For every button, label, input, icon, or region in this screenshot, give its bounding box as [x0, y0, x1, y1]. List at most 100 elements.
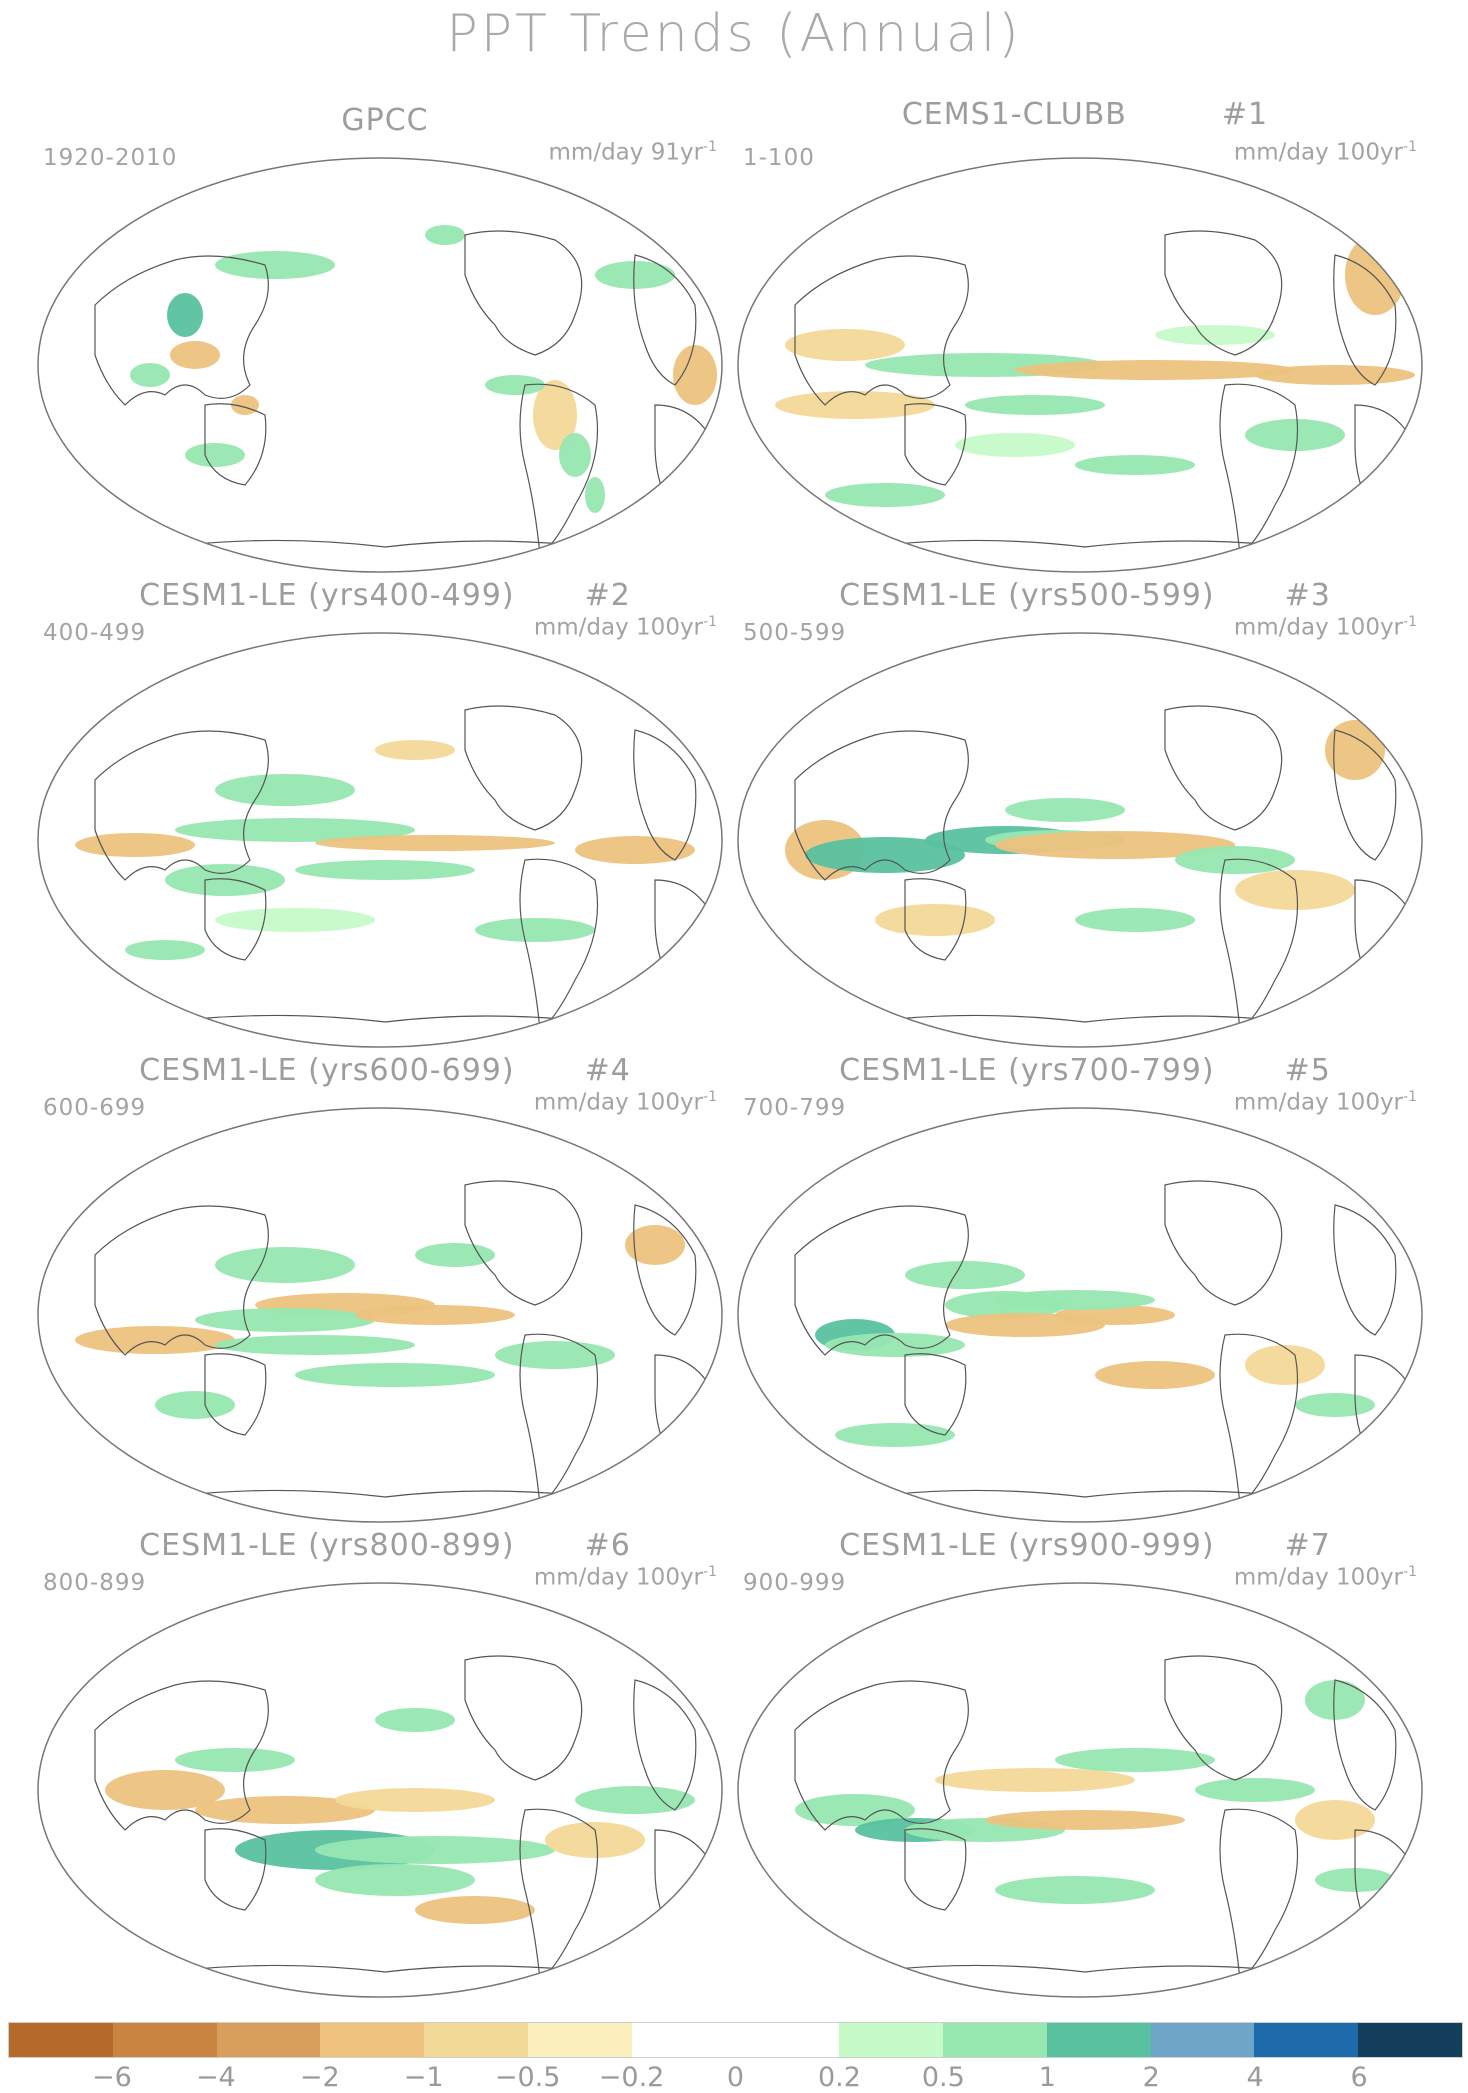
units-text: mm/day 100yr — [533, 1564, 704, 1591]
coastline — [94, 1205, 269, 1356]
trend-patch — [1055, 1305, 1175, 1325]
trend-patch — [195, 1796, 375, 1824]
trend-patch — [170, 341, 220, 369]
panel-number: #5 — [1284, 1053, 1331, 1088]
colorbar-swatch — [1150, 2023, 1255, 2057]
coastline — [1164, 230, 1283, 356]
trend-patch — [1295, 1393, 1375, 1417]
units-label: mm/day 100yr-1 — [534, 1089, 717, 1116]
panel-title-text: CESM1-LE (yrs600-699) — [139, 1053, 515, 1088]
units-label: mm/day 100yr-1 — [1234, 1089, 1417, 1116]
trend-patch — [1345, 235, 1405, 315]
trend-patch — [825, 1333, 965, 1357]
panel-title-text: CESM1-LE (yrs400-499) — [139, 578, 515, 613]
trend-patch — [315, 835, 555, 851]
trend-patch — [1295, 1800, 1375, 1840]
trend-patch — [355, 1305, 515, 1325]
units-label: mm/day 100yr-1 — [534, 1564, 717, 1591]
trend-patch — [195, 1308, 375, 1332]
colorbar-tick-label: −0.5 — [494, 2062, 561, 2093]
trend-patch — [905, 1261, 1025, 1289]
units-exponent: -1 — [703, 1089, 717, 1105]
colorbar-swatch — [943, 2023, 1047, 2057]
panel-title-text: CESM1-LE (yrs500-599) — [839, 578, 1215, 613]
colorbar-swatch — [735, 2023, 840, 2057]
trend-patch — [1245, 419, 1345, 451]
colorbar-swatch — [1254, 2023, 1359, 2057]
coastline — [654, 1829, 716, 1941]
units-text: mm/day 100yr — [533, 1089, 704, 1116]
coastline — [884, 1489, 1296, 1498]
units-text: mm/day 100yr — [533, 614, 704, 641]
coastline — [904, 1828, 967, 1911]
panel-title-text: CEMS1-CLUBB — [901, 97, 1127, 132]
trend-patch — [995, 1876, 1155, 1904]
world-map — [37, 1582, 723, 1998]
trend-patch — [995, 831, 1235, 859]
panel-number: #4 — [584, 1053, 631, 1088]
coastline — [1219, 1808, 1299, 1982]
trend-patch — [1195, 1778, 1315, 1802]
colorbar-swatch — [839, 2023, 944, 2057]
coastline — [519, 1333, 599, 1507]
map-boundary — [737, 157, 1423, 573]
panel-number: #7 — [1284, 1528, 1331, 1563]
map-panel: CESM1-LE (yrs700-799) #5 700-799 mm/day 100… — [735, 1053, 1435, 1525]
panel-title-text: GPCC — [341, 103, 429, 138]
colorbar-swatch — [112, 2023, 217, 2057]
coastline — [794, 1205, 969, 1356]
coastline — [633, 1204, 697, 1336]
coastline — [464, 1180, 583, 1306]
coastline — [1219, 383, 1299, 557]
coastline — [464, 230, 583, 356]
units-text: mm/day 91yr — [548, 139, 704, 166]
trend-patch — [130, 363, 170, 387]
period-label: 700-799 — [743, 1095, 847, 1121]
trend-patch — [175, 818, 415, 842]
period-label: 1920-2010 — [43, 145, 178, 171]
coastline — [204, 1828, 267, 1911]
colorbar-swatch — [1358, 2023, 1462, 2057]
trend-patch — [75, 1326, 235, 1354]
map-panel: CESM1-LE (yrs900-999) #7 900-999 mm/day 100… — [735, 1528, 1435, 2000]
units-exponent: -1 — [1403, 1089, 1417, 1105]
panel-title-text: CESM1-LE (yrs700-799) — [839, 1053, 1215, 1088]
coastline — [654, 1354, 716, 1466]
world-map — [37, 157, 723, 573]
world-map — [737, 1582, 1423, 1998]
units-text: mm/day 100yr — [1233, 614, 1404, 641]
colorbar-swatch — [527, 2023, 632, 2057]
trend-patch — [1305, 1680, 1365, 1720]
trend-patch — [335, 1788, 495, 1812]
panel-title: CESM1-LE (yrs400-499) #2 — [35, 578, 735, 613]
coastline — [633, 1679, 697, 1811]
colorbar-tick-label: 0.2 — [817, 2062, 861, 2093]
trend-patch — [295, 860, 475, 880]
coastline — [884, 1964, 1296, 1973]
trend-patch — [475, 918, 595, 942]
units-label: mm/day 100yr-1 — [1234, 614, 1417, 641]
trend-patch — [315, 1864, 475, 1896]
coastline — [184, 1964, 596, 1973]
coastline — [654, 404, 716, 516]
panel-title: CESM1-LE (yrs600-699) #4 — [35, 1053, 735, 1088]
coastline — [1164, 1655, 1283, 1781]
trend-patch — [1015, 360, 1295, 380]
trend-patch — [485, 375, 545, 395]
panel-title: CESM1-LE (yrs500-599) #3 — [735, 578, 1435, 613]
trend-patch — [875, 904, 995, 936]
world-map — [737, 157, 1423, 573]
trend-patch — [805, 837, 965, 873]
coastline — [204, 403, 267, 486]
world-map — [37, 632, 723, 1048]
coastline — [1164, 705, 1283, 831]
trend-patch — [415, 1243, 495, 1267]
colorbar-tick-label: 4 — [1246, 2062, 1264, 2093]
colorbar-tick-label: −4 — [195, 2062, 236, 2093]
coastline — [1219, 858, 1299, 1032]
colorbar-tick-label: 1 — [1038, 2062, 1056, 2093]
colorbar-tick-label: −1 — [403, 2062, 444, 2093]
trend-patch — [595, 261, 675, 289]
figure-title: PPT Trends (Annual) — [446, 4, 1022, 64]
world-map — [37, 1107, 723, 1523]
